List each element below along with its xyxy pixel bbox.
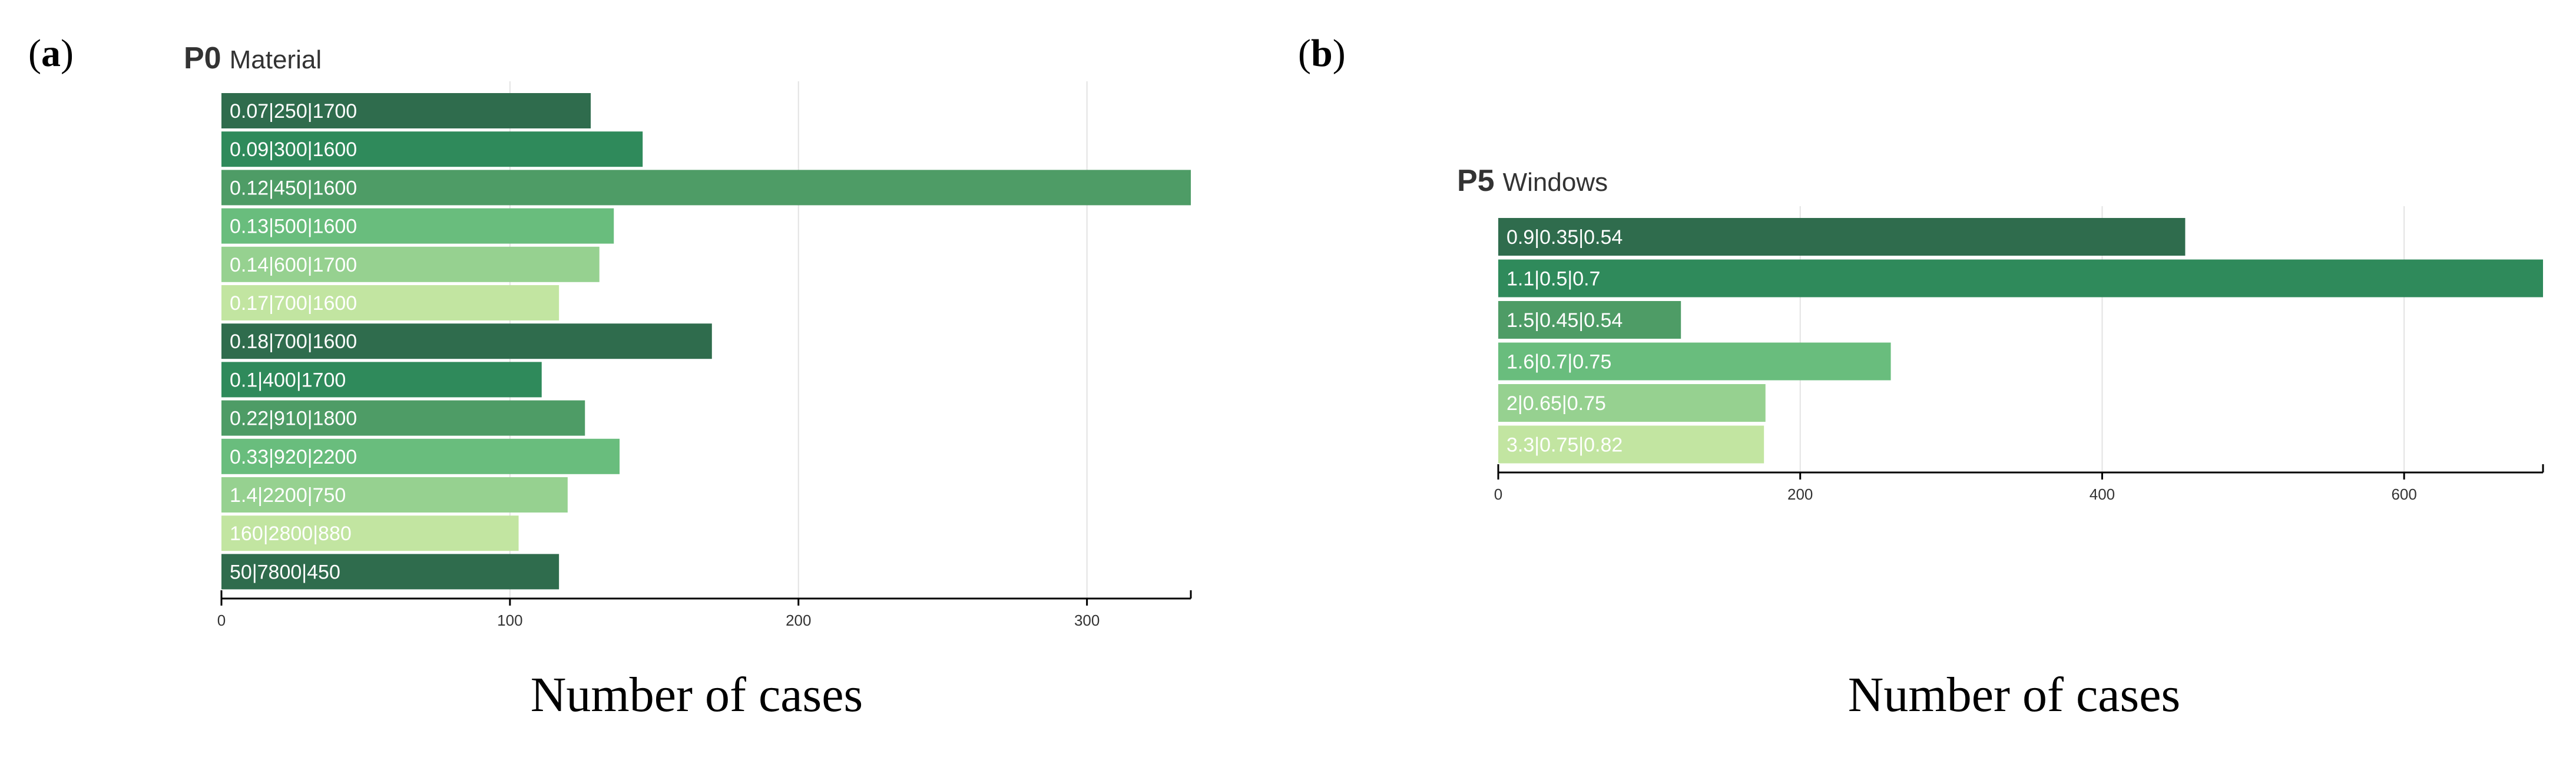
- chart-a-bar-3: [221, 208, 614, 244]
- chart-b-bar-label-2: 1.5|0.45|0.54: [1506, 309, 1623, 332]
- chart-b-bar-label-1: 1.1|0.5|0.7: [1506, 268, 1600, 290]
- chart-a-bar-7: [221, 362, 542, 398]
- chart-a-bar-label-0: 0.07|250|1700: [230, 100, 357, 123]
- chart-b-tick-label-2: 400: [2090, 485, 2115, 503]
- panel-b-label: (b): [1298, 32, 1346, 75]
- chart-a-bar-label-1: 0.09|300|1600: [230, 138, 357, 161]
- panel-a: (a) P0 Material 0.07|250|1700 0.09|300|160…: [28, 32, 1192, 722]
- chart-a-bar-label-9: 0.33|920|2200: [230, 446, 357, 468]
- chart-a-bars: [221, 93, 1191, 590]
- chart-a-bar-label-3: 0.13|500|1600: [230, 216, 357, 238]
- chart-a-title: P0 Material: [184, 41, 322, 75]
- chart-a-bar-label-7: 0.1|400|1700: [230, 369, 346, 391]
- chart-a-tick-label-1: 100: [497, 611, 522, 629]
- chart-b-bar-label-0: 0.9|0.35|0.54: [1506, 226, 1623, 249]
- panel-b: (b) P5 Windows 0.9|0.35|0.54 1.1|0.5|0.7 1.…: [1298, 32, 2544, 722]
- chart-b-bar-label-3: 1.6|0.7|0.75: [1506, 351, 1611, 373]
- chart-a-x-axis: 0 100 200 300: [217, 590, 1192, 629]
- chart-b-x-axis: 0 200 400 600: [1494, 464, 2544, 503]
- chart-b-bar-1: [1498, 259, 2543, 297]
- chart-a-bar-6: [221, 323, 712, 359]
- chart-b-bar-0: [1498, 218, 2186, 256]
- chart-a-bar-8: [221, 400, 585, 436]
- chart-a-bar-9: [221, 438, 620, 474]
- chart-b-bar-label-5: 3.3|0.75|0.82: [1506, 434, 1623, 457]
- chart-a-bar-label-10: 1.4|2200|750: [230, 484, 346, 507]
- chart-b-title: P5 Windows: [1457, 164, 1608, 198]
- chart-a-bar-label-4: 0.14|600|1700: [230, 254, 357, 276]
- chart-a-tick-label-2: 200: [786, 611, 811, 629]
- chart-a-bar-label-12: 50|7800|450: [230, 561, 340, 583]
- chart-a-tick-label-3: 300: [1074, 611, 1100, 629]
- chart-b-tick-label-1: 200: [1787, 485, 1813, 503]
- chart-a-bar-1: [221, 131, 643, 167]
- chart-b-x-axis-title: Number of cases: [1848, 667, 2180, 722]
- chart-a-bar-label-8: 0.22|910|1800: [230, 408, 357, 430]
- chart-a-bar-2: [221, 170, 1191, 206]
- chart-a-bar-5: [221, 285, 559, 320]
- chart-a-bar-label-2: 0.12|450|1600: [230, 177, 357, 199]
- chart-b-bar-3: [1498, 342, 1891, 381]
- chart-b-bar-5: [1498, 425, 1764, 464]
- chart-b-bar-labels: 0.9|0.35|0.54 1.1|0.5|0.7 1.5|0.45|0.54 1.6…: [1506, 226, 1623, 457]
- chart-a-bar-12: [221, 554, 559, 590]
- chart-b-bar-4: [1498, 384, 1766, 422]
- chart-b-tick-label-3: 600: [2391, 485, 2416, 503]
- chart-b-bar-label-4: 2|0.65|0.75: [1506, 392, 1606, 415]
- chart-b-tick-label-0: 0: [1494, 485, 1502, 503]
- chart-a-tick-label-0: 0: [217, 611, 226, 629]
- chart-a-x-axis-title: Number of cases: [531, 667, 863, 722]
- chart-a-bar-0: [221, 93, 591, 128]
- panel-a-label: (a): [28, 32, 74, 75]
- chart-a-bar-10: [221, 477, 568, 513]
- chart-b-bar-2: [1498, 301, 1681, 339]
- chart-a-bar-labels: 0.07|250|1700 0.09|300|1600 0.12|450|1600 0…: [230, 100, 357, 583]
- chart-a-bar-label-5: 0.17|700|1600: [230, 292, 357, 315]
- chart-a-bar-4: [221, 246, 600, 282]
- chart-b-bars: [1498, 218, 2543, 464]
- chart-a-bar-label-6: 0.18|700|1600: [230, 330, 357, 353]
- chart-a-bar-label-11: 160|2800|880: [230, 523, 352, 545]
- chart-a-bar-11: [221, 515, 519, 551]
